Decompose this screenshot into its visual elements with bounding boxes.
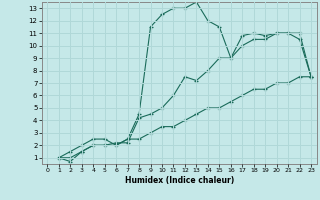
X-axis label: Humidex (Indice chaleur): Humidex (Indice chaleur) [124,176,234,185]
